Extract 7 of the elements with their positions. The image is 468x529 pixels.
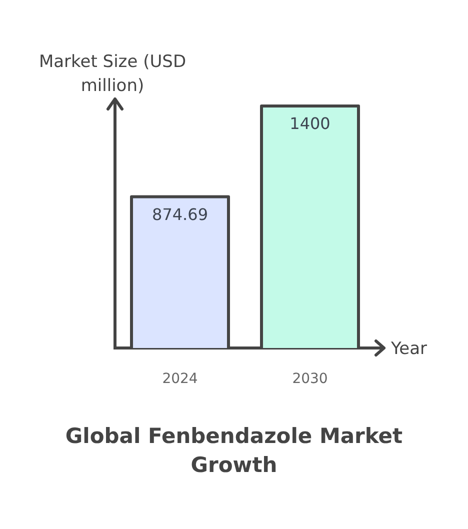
data-label: 1400 [290,114,330,134]
text: Global Fenbendazole Market Growth [64,423,404,479]
y-axis-title: Market Size (USD million) [38,51,188,98]
data-label: 874.69 [152,204,208,224]
x-tick-label: 2030 [292,371,328,388]
x-tick-label: 2024 [162,371,198,388]
x-axis-title: Year [391,338,427,361]
